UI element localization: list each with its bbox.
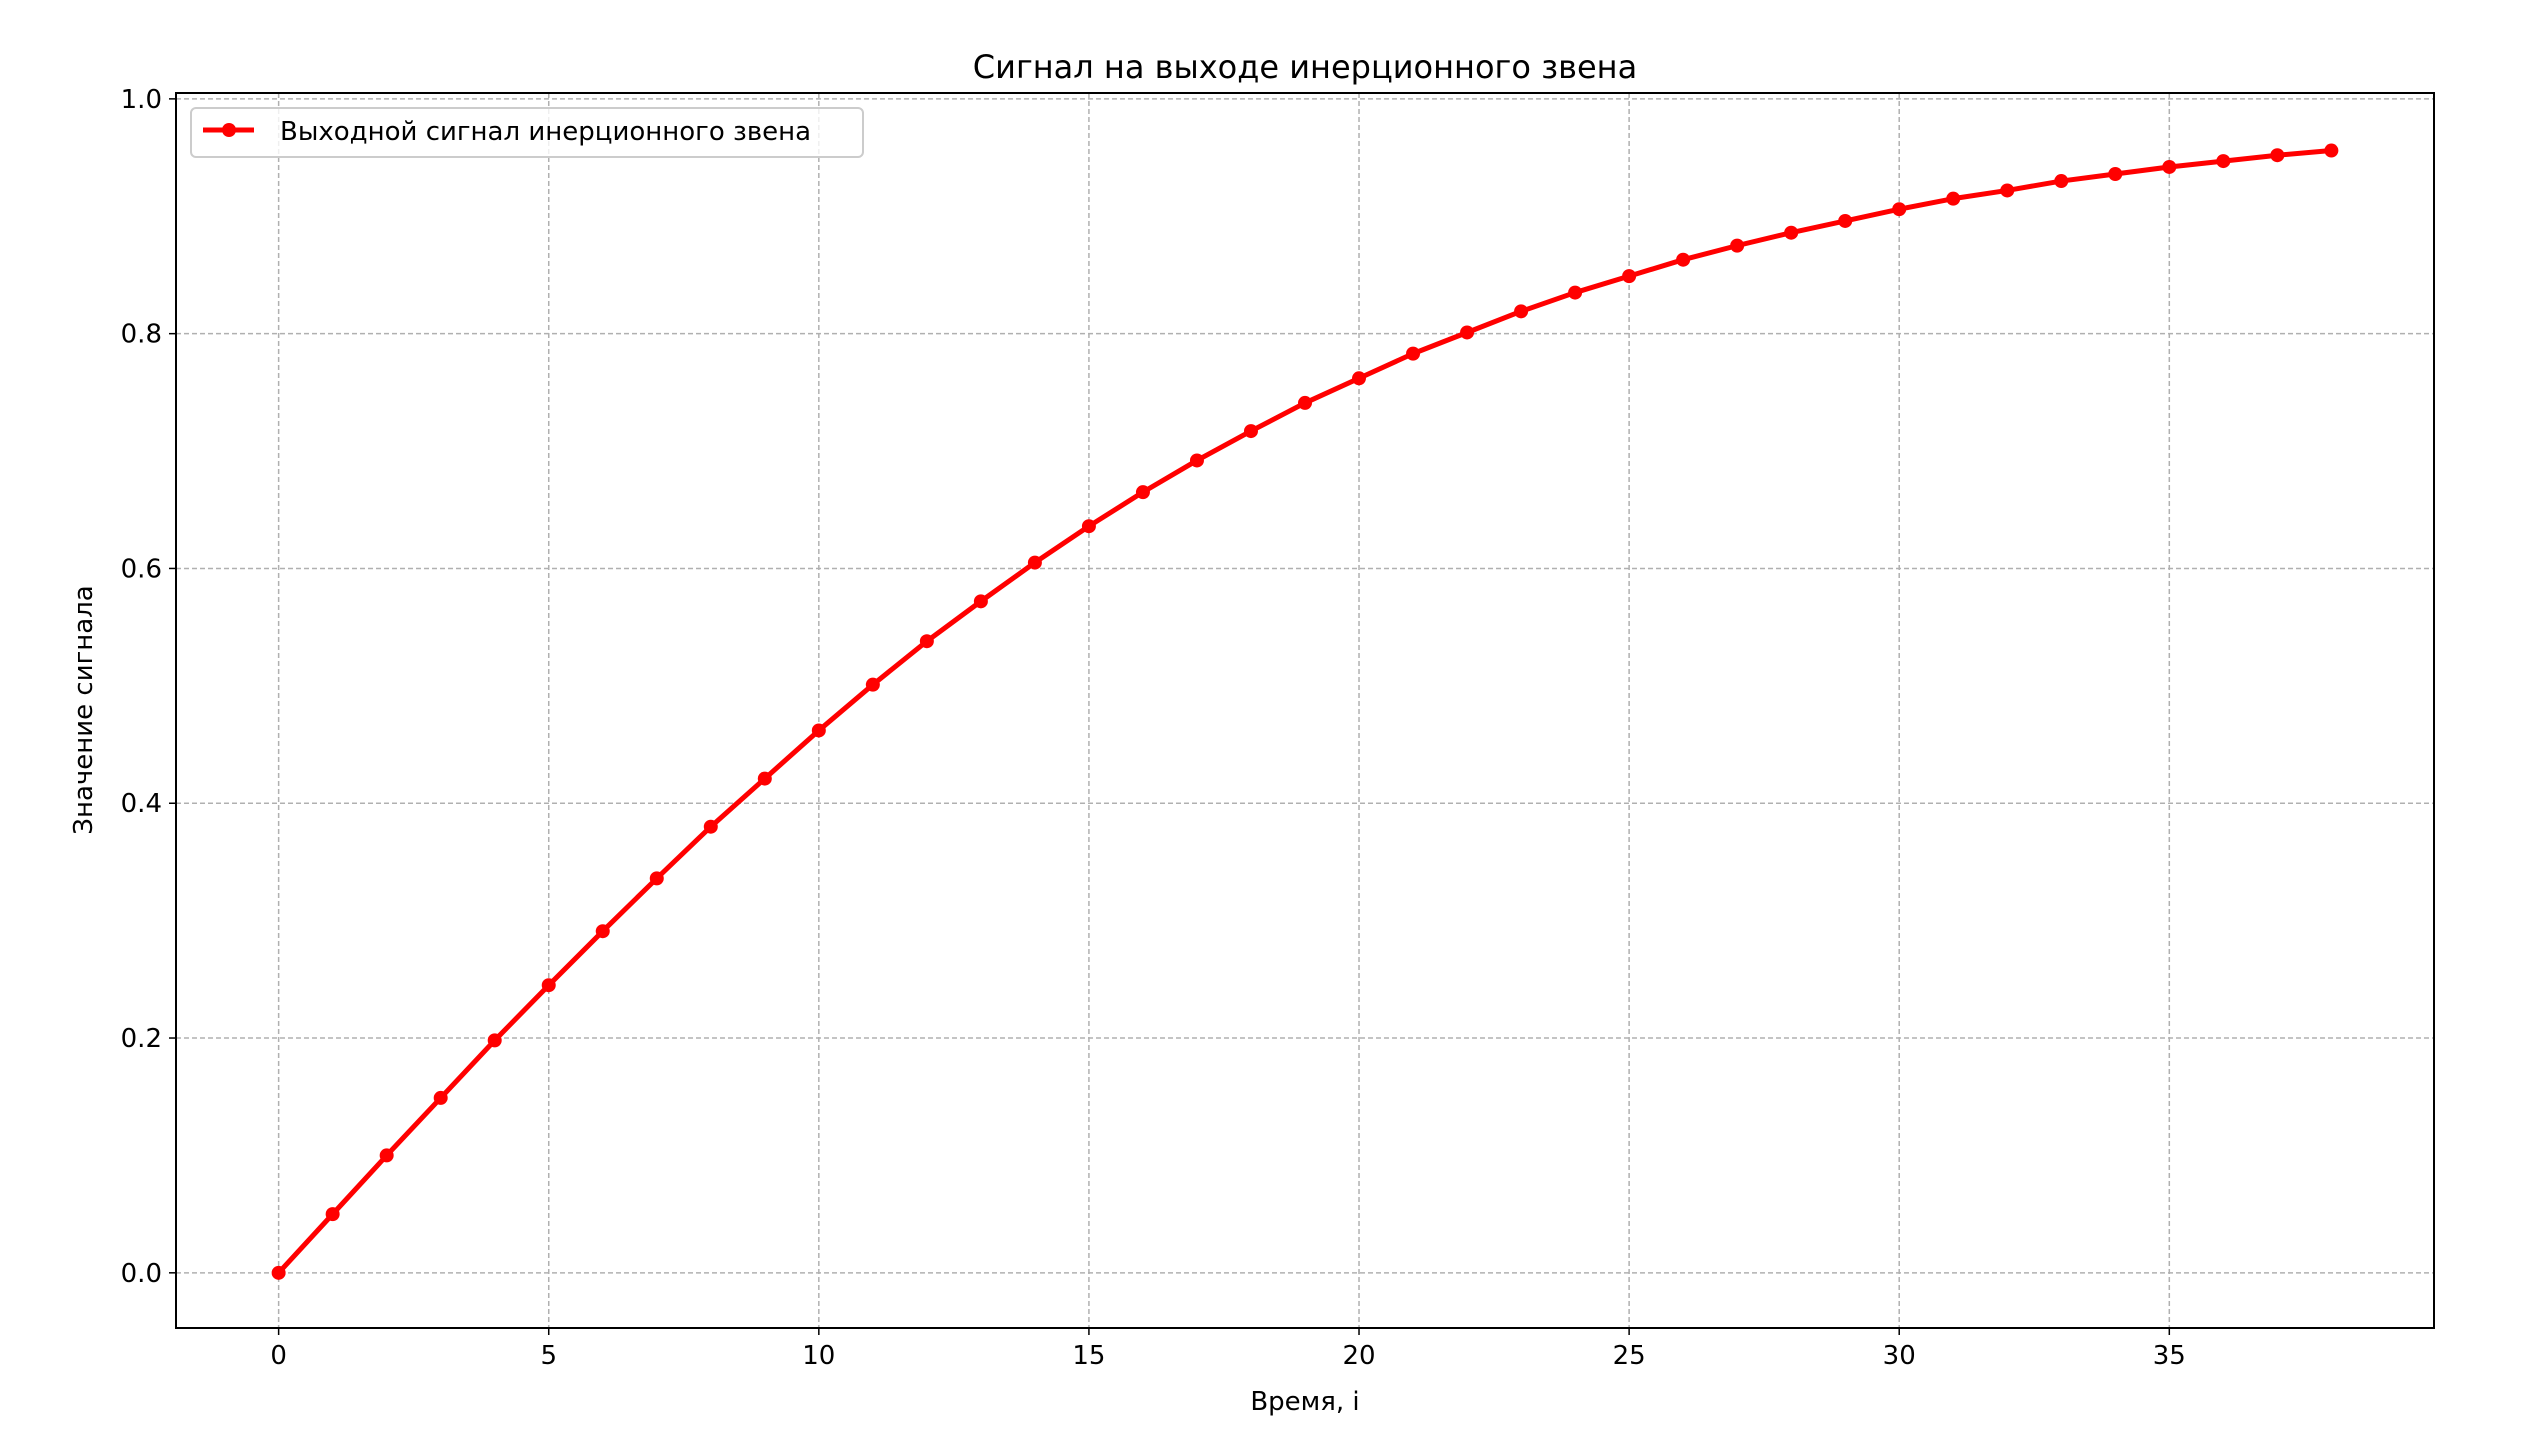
series-line — [276, 148, 2332, 1275]
data-point — [1568, 285, 1583, 300]
x-ticks: 0 5 10 15 20 25 30 35 — [270, 1328, 2186, 1371]
data-point — [433, 1090, 448, 1105]
data-point — [703, 819, 718, 834]
x-tick-label: 5 — [540, 1341, 557, 1371]
y-tick-label: 1.0 — [121, 85, 162, 115]
y-axis-label: Значение сигнала — [69, 585, 99, 834]
legend-label: Выходной сигнал инерционного звена — [280, 117, 811, 147]
grid — [176, 93, 2434, 1328]
data-point — [1243, 424, 1258, 439]
data-point — [1676, 252, 1691, 267]
x-tick-label: 10 — [802, 1341, 835, 1371]
x-tick-label: 20 — [1342, 1341, 1375, 1371]
data-point — [1784, 225, 1799, 240]
plot-frame — [175, 92, 2435, 1329]
y-tick-label: 0.2 — [121, 1024, 162, 1054]
chart-title: Сигнал на выходе инерционного звена — [973, 48, 1637, 86]
data-point — [2108, 167, 2123, 182]
data-point — [1298, 395, 1312, 410]
data-point — [1352, 371, 1367, 386]
data-point — [1514, 304, 1529, 319]
series-layer — [271, 143, 2339, 1280]
x-tick-label: 25 — [1613, 1341, 1646, 1371]
data-point — [325, 1207, 340, 1222]
legend-marker — [222, 123, 236, 137]
data-point — [973, 594, 988, 609]
data-point — [1730, 238, 1745, 253]
data-point — [2270, 148, 2285, 163]
y-tick-label: 0.0 — [121, 1259, 162, 1289]
data-point — [2162, 159, 2177, 174]
data-point — [649, 871, 664, 886]
data-point — [1946, 191, 1961, 206]
data-point — [811, 723, 826, 738]
x-axis-label: Время, i — [1250, 1387, 1359, 1417]
data-point — [271, 1265, 286, 1280]
data-point — [2324, 143, 2339, 158]
data-point — [1081, 519, 1096, 534]
data-point — [379, 1148, 394, 1163]
legend-box — [190, 107, 864, 158]
data-point — [1135, 485, 1150, 500]
data-point — [2054, 174, 2069, 189]
data-point — [1892, 202, 1907, 217]
data-point — [865, 677, 880, 692]
data-point — [1460, 325, 1475, 340]
x-tick-label: 15 — [1072, 1341, 1105, 1371]
x-tick-label: 35 — [2153, 1341, 2186, 1371]
data-point — [487, 1033, 502, 1048]
legend: Выходной сигнал инерционного звена — [190, 107, 864, 158]
y-tick-label: 0.8 — [121, 320, 162, 350]
data-point — [1838, 213, 1853, 228]
x-tick-label: 30 — [1883, 1341, 1916, 1371]
data-point — [757, 771, 772, 786]
x-tick-label: 0 — [270, 1341, 287, 1371]
y-ticks: 0.0 0.2 0.4 0.6 0.8 1.0 — [121, 85, 176, 1289]
data-point — [1406, 346, 1421, 361]
data-point — [1622, 269, 1637, 284]
data-point — [2216, 154, 2231, 169]
data-point — [1189, 453, 1204, 468]
y-tick-label: 0.6 — [121, 554, 162, 584]
y-tick-label: 0.4 — [121, 789, 162, 819]
data-point — [595, 924, 610, 939]
data-point — [1027, 555, 1042, 570]
data-point — [2000, 183, 2015, 198]
data-point — [919, 634, 934, 649]
data-point — [541, 978, 556, 993]
